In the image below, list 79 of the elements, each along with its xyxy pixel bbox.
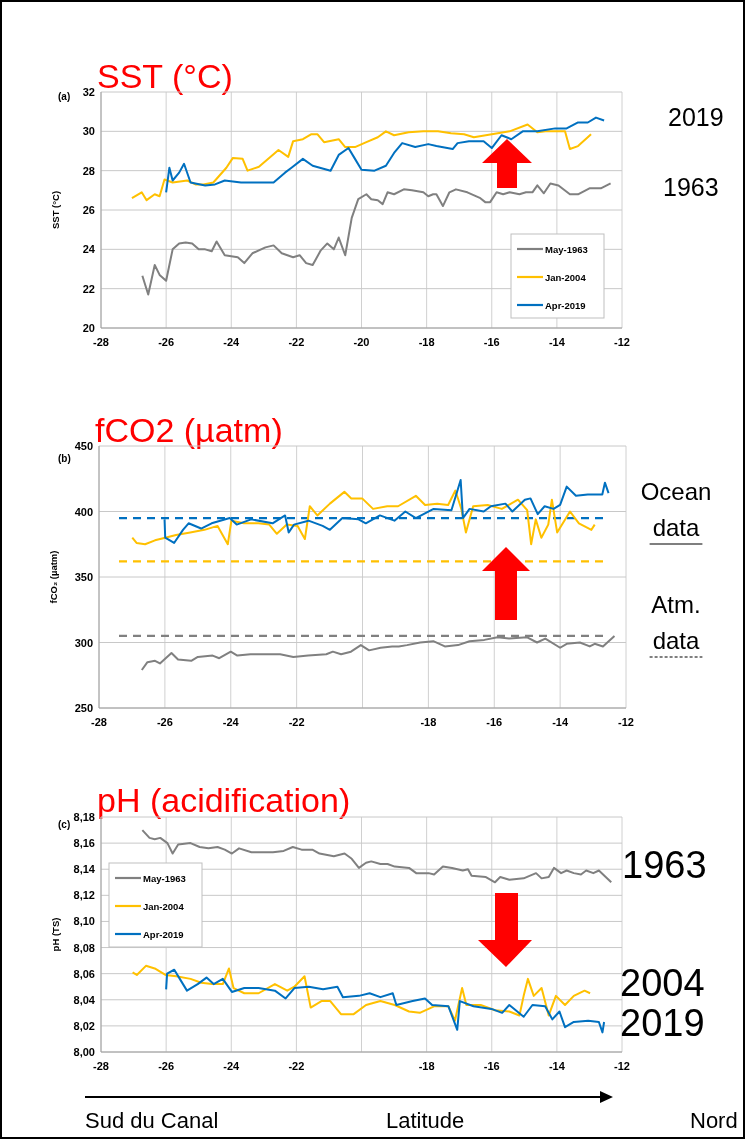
text: Latitude bbox=[386, 1108, 465, 1133]
line-series bbox=[130, 123, 593, 202]
x-tick-label: -18 bbox=[418, 1060, 435, 1072]
y-tick-label: 8,00 bbox=[73, 1046, 95, 1058]
legend-label: May-1963 bbox=[545, 244, 588, 255]
y-tick-label: 8,02 bbox=[73, 1019, 95, 1032]
text: Ocean data bbox=[640, 478, 712, 541]
x-tick-label: -16 bbox=[483, 1060, 500, 1072]
text: (b) bbox=[58, 453, 71, 464]
text: Sud du Canal bbox=[85, 1108, 219, 1133]
text: 1963 bbox=[663, 173, 719, 201]
x-tick-label: -12 bbox=[618, 716, 634, 728]
x-tick-label: -22 bbox=[288, 1060, 305, 1072]
y-tick-label: 8,12 bbox=[73, 889, 95, 902]
y-tick-label: 8,16 bbox=[73, 837, 95, 850]
line-series bbox=[131, 489, 596, 546]
y-tick-label: 32 bbox=[82, 86, 95, 98]
x-tick-label: -28 bbox=[93, 1060, 109, 1072]
y-tick-label: 8,06 bbox=[73, 967, 95, 980]
text: Nord bbox=[690, 1108, 738, 1133]
annotation: 2004 bbox=[620, 962, 705, 1004]
y-axis-title: SST (°C) bbox=[50, 190, 61, 230]
x-tick-label: -26 bbox=[156, 716, 173, 728]
line-series bbox=[141, 182, 612, 296]
x-tick-label: -14 bbox=[552, 716, 569, 728]
x-tick-label: -12 bbox=[614, 1060, 630, 1072]
y-tick-label: 350 bbox=[74, 571, 93, 583]
y-tick-label: 22 bbox=[82, 282, 95, 295]
line-series bbox=[141, 829, 613, 884]
chart-title: pH (acidification) bbox=[97, 781, 351, 819]
legend-label: Jan-2004 bbox=[143, 901, 185, 912]
chart-title: SST (°C) bbox=[97, 57, 233, 95]
x-tick-label: -14 bbox=[548, 336, 566, 348]
y-axis-title: fCO₂ (µatm) bbox=[48, 550, 59, 604]
chart-title: fCO2 (µatm) bbox=[95, 411, 283, 449]
legend-label: Apr-2019 bbox=[143, 929, 184, 940]
y-tick-label: 8,18 bbox=[73, 811, 95, 823]
y-tick-label: 400 bbox=[74, 505, 93, 518]
x-tick-label: -22 bbox=[288, 716, 305, 728]
legend-label: May-1963 bbox=[143, 873, 186, 884]
y-tick-label: 300 bbox=[74, 636, 93, 649]
x-tick-label: -26 bbox=[158, 336, 175, 348]
x-tick-label: -20 bbox=[353, 336, 370, 348]
y-tick-label: 20 bbox=[82, 322, 95, 334]
line-series bbox=[131, 964, 592, 1022]
x-tick-label: -22 bbox=[288, 336, 305, 348]
y-tick-label: 8,10 bbox=[73, 915, 95, 928]
y-tick-label: 26 bbox=[82, 204, 95, 216]
x-tick-label: -16 bbox=[483, 336, 500, 348]
text: (a) bbox=[58, 91, 71, 102]
text: Atm. data bbox=[651, 591, 701, 654]
y-tick-label: 24 bbox=[82, 243, 96, 256]
y-tick-label: 30 bbox=[82, 125, 95, 138]
x-tick-label: -16 bbox=[486, 716, 503, 728]
x-tick-label: -24 bbox=[223, 336, 241, 348]
y-tick-label: 8,14 bbox=[73, 863, 96, 876]
x-tick-label: -18 bbox=[418, 336, 435, 348]
legend-label: Apr-2019 bbox=[545, 300, 586, 311]
x-tick-label: -24 bbox=[222, 716, 240, 728]
annotation: 1963 bbox=[622, 844, 707, 886]
annotation: 2019 bbox=[620, 1002, 705, 1044]
y-tick-label: 8,08 bbox=[73, 941, 95, 954]
x-tick-label: -12 bbox=[614, 336, 630, 348]
y-tick-label: 250 bbox=[74, 702, 93, 714]
text: 2019 bbox=[668, 103, 724, 131]
text: (c) bbox=[58, 819, 71, 830]
y-tick-label: 450 bbox=[74, 440, 93, 452]
x-tick-label: -26 bbox=[158, 1060, 175, 1072]
y-axis-title: pH (TS) bbox=[50, 917, 61, 952]
x-tick-label: -24 bbox=[223, 1060, 241, 1072]
y-tick-label: 28 bbox=[82, 164, 95, 177]
x-tick-label: -18 bbox=[420, 716, 437, 728]
y-tick-label: 8,04 bbox=[73, 993, 96, 1006]
x-tick-label: -14 bbox=[548, 1060, 566, 1072]
x-tick-label: -28 bbox=[91, 716, 107, 728]
legend-label: Jan-2004 bbox=[545, 272, 587, 283]
line-series bbox=[165, 968, 606, 1034]
x-tick-label: -28 bbox=[93, 336, 109, 348]
line-series bbox=[165, 116, 606, 194]
